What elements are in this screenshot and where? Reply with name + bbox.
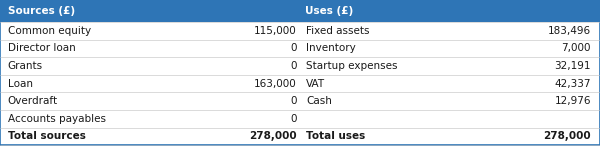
Text: 278,000: 278,000 [250, 131, 297, 141]
Text: Uses (£): Uses (£) [305, 6, 353, 16]
Text: Grants: Grants [8, 61, 43, 71]
FancyBboxPatch shape [0, 92, 600, 110]
Text: Sources (£): Sources (£) [8, 6, 75, 16]
Text: 0: 0 [290, 96, 297, 106]
FancyBboxPatch shape [0, 57, 600, 75]
Text: Fixed assets: Fixed assets [306, 26, 370, 36]
Text: Loan: Loan [8, 79, 33, 89]
FancyBboxPatch shape [0, 75, 600, 92]
Text: 278,000: 278,000 [544, 131, 591, 141]
Text: 32,191: 32,191 [554, 61, 591, 71]
Text: 7,000: 7,000 [562, 43, 591, 53]
Text: Overdraft: Overdraft [8, 96, 58, 106]
FancyBboxPatch shape [0, 0, 600, 22]
Text: 42,337: 42,337 [554, 79, 591, 89]
Text: Cash: Cash [306, 96, 332, 106]
Text: 163,000: 163,000 [254, 79, 297, 89]
Text: 12,976: 12,976 [554, 96, 591, 106]
Text: Total sources: Total sources [8, 131, 86, 141]
FancyBboxPatch shape [0, 128, 600, 145]
Text: Startup expenses: Startup expenses [306, 61, 398, 71]
Text: 0: 0 [290, 114, 297, 124]
Text: Total uses: Total uses [306, 131, 365, 141]
Text: Inventory: Inventory [306, 43, 356, 53]
Text: Common equity: Common equity [8, 26, 91, 36]
FancyBboxPatch shape [0, 110, 600, 128]
Text: VAT: VAT [306, 79, 325, 89]
Text: 115,000: 115,000 [254, 26, 297, 36]
FancyBboxPatch shape [0, 22, 600, 40]
FancyBboxPatch shape [0, 40, 600, 57]
Text: Accounts payables: Accounts payables [8, 114, 106, 124]
Text: 183,496: 183,496 [548, 26, 591, 36]
Text: Director loan: Director loan [8, 43, 76, 53]
Text: 0: 0 [290, 43, 297, 53]
Text: 0: 0 [290, 61, 297, 71]
